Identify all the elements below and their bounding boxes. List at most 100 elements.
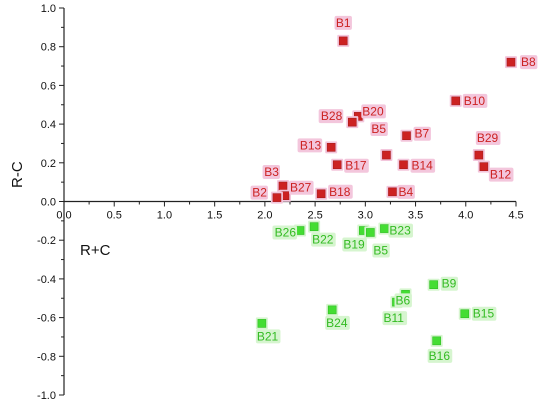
data-point-b21-effect xyxy=(257,319,267,328)
data-point-b5-effect xyxy=(366,228,375,237)
data-label-halo xyxy=(325,315,350,330)
data-label-halo xyxy=(519,55,538,70)
y-tick-label: -1.0 xyxy=(37,390,56,402)
x-axis-title: R+C xyxy=(80,242,111,259)
data-label-halo xyxy=(471,306,497,321)
data-markers xyxy=(255,34,517,347)
y-tick-label: 1.0 xyxy=(41,3,56,15)
data-point-b18-cause xyxy=(316,189,326,199)
data-label-b26: B26 xyxy=(275,226,297,240)
data-point-b13-cause xyxy=(326,143,336,152)
data-label-b23: B23 xyxy=(389,224,411,238)
x-tick-label: 0.0 xyxy=(56,210,71,222)
y-axis-title: R-C xyxy=(9,161,26,188)
axes: 1.0 0.8 0.6 0.4 0.2 0.0 -0.2 -0.4 -0.6 -0.8 -1.0 0.… xyxy=(37,3,524,402)
data-point-b5-cause xyxy=(382,150,391,160)
data-label-b1: B1 xyxy=(336,16,351,30)
x-tick-label: 3.0 xyxy=(358,210,373,222)
y-tick-label: 0.6 xyxy=(41,80,56,92)
y-tick-label: 0.0 xyxy=(41,197,56,209)
data-label-halo xyxy=(488,167,514,182)
data-label-b14: B14 xyxy=(412,159,434,173)
data-label-b13: B13 xyxy=(300,138,322,152)
data-label-halo xyxy=(427,348,453,363)
data-label-b29: B29 xyxy=(477,131,499,145)
data-label-halo xyxy=(297,138,323,153)
data-label-b18: B18 xyxy=(329,185,351,199)
x-tick-label: 3.5 xyxy=(408,210,423,222)
data-label-b27: B27 xyxy=(290,181,312,195)
data-label-halo xyxy=(334,15,352,30)
data-label-b24: B24 xyxy=(326,316,348,330)
x-tick-label: 1.5 xyxy=(207,210,222,222)
data-label-halo xyxy=(272,225,298,240)
data-label-halo xyxy=(440,276,459,291)
data-point-b29-cause xyxy=(474,150,484,160)
data-label-halo xyxy=(361,104,386,119)
data-label-halo xyxy=(475,131,501,146)
data-point-b24-effect xyxy=(327,305,337,315)
data-label-b5: B5 xyxy=(371,122,386,136)
y-tick-label: -0.8 xyxy=(37,351,56,363)
y-tick-label: -0.2 xyxy=(37,235,56,247)
data-label-b17: B17 xyxy=(345,159,367,173)
data-point-b12-cause xyxy=(479,162,489,171)
data-label-b12: B12 xyxy=(490,168,512,182)
data-label-b9: B9 xyxy=(442,277,457,291)
y-tick-label: -0.4 xyxy=(37,274,56,286)
data-point-b4-cause xyxy=(388,187,397,197)
data-label-halo xyxy=(328,184,353,199)
data-point-b8-cause xyxy=(506,57,516,67)
data-point-b23-effect xyxy=(380,224,389,233)
x-tick-label: 4.0 xyxy=(458,210,473,222)
data-point-b10-cause xyxy=(451,96,461,106)
y-tick-label: 0.4 xyxy=(41,119,56,131)
data-label-b11: B11 xyxy=(383,311,404,325)
y-tick-label: 0.8 xyxy=(41,42,56,54)
data-point-b1-cause xyxy=(338,36,348,46)
data-label-b6: B6 xyxy=(396,293,411,307)
data-label-b8: B8 xyxy=(521,55,536,69)
data-label-halo xyxy=(462,93,488,108)
data-label-halo xyxy=(318,109,344,124)
data-point-b3-cause xyxy=(278,181,288,191)
data-label-b3: B3 xyxy=(264,165,279,179)
data-label-halo xyxy=(370,122,388,137)
data-label-b16: B16 xyxy=(429,349,451,363)
data-label-b19: B19 xyxy=(343,238,365,252)
data-point-b14-cause xyxy=(399,160,408,170)
data-point-b15-effect xyxy=(460,309,470,319)
data-label-halo xyxy=(311,232,336,247)
data-label-b2: B2 xyxy=(252,186,267,200)
data-point-b26-effect xyxy=(295,226,305,235)
x-tick-label: 2.5 xyxy=(307,210,322,222)
data-label-b10: B10 xyxy=(464,94,486,108)
data-point-b2-cause xyxy=(272,193,282,202)
data-label-b5: B5 xyxy=(373,243,388,257)
data-label-b22: B22 xyxy=(312,233,334,247)
data-label-b21: B21 xyxy=(257,329,279,343)
data-label-halo xyxy=(250,185,268,200)
y-tick-label: 0.2 xyxy=(41,158,56,170)
data-label-halo xyxy=(388,223,414,238)
x-tick-label: 2.0 xyxy=(257,210,272,222)
data-label-b15: B15 xyxy=(473,307,495,321)
data-label-b20: B20 xyxy=(362,104,384,118)
data-label-halo xyxy=(394,293,412,308)
data-label-halo xyxy=(262,165,280,180)
data-label-halo xyxy=(372,243,390,258)
data-point-b16-effect xyxy=(432,336,441,346)
y-tick-label: -0.6 xyxy=(37,313,56,325)
x-tick-label: 1.0 xyxy=(157,210,172,222)
x-tick-label: 0.5 xyxy=(107,210,122,222)
data-label-b4: B4 xyxy=(398,185,413,199)
data-label-halo xyxy=(255,329,281,344)
data-label-halo xyxy=(382,311,408,326)
x-tick-label: 4.5 xyxy=(508,210,523,222)
data-point-b17-cause xyxy=(332,160,342,170)
data-point-b28-cause xyxy=(347,117,357,127)
data-label-halo xyxy=(410,158,436,173)
data-point-b22-effect xyxy=(309,222,319,231)
data-label-halo xyxy=(413,126,431,141)
